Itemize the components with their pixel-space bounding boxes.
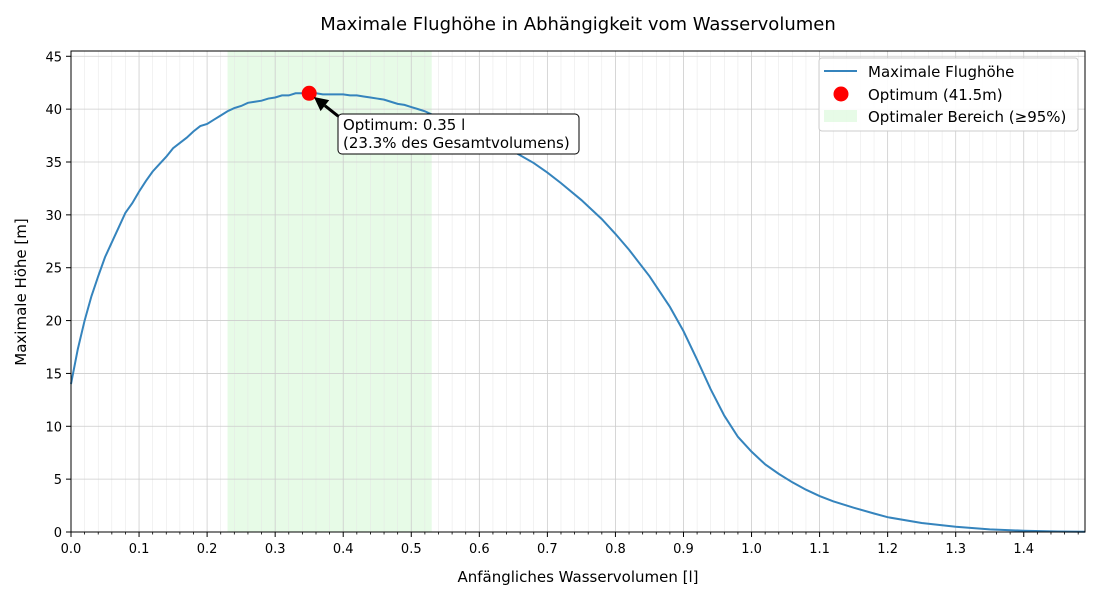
- x-tick-label: 0.7: [537, 542, 558, 557]
- x-tick-label: 0.1: [129, 542, 150, 557]
- legend-range-icon: [824, 110, 857, 122]
- y-tick-label: 40: [45, 103, 62, 118]
- legend-box: [818, 57, 1079, 132]
- x-tick-label: 1.0: [741, 542, 762, 557]
- x-tick-label: 0.9: [673, 542, 694, 557]
- chart-title: Maximale Flughöhe in Abhängigkeit vom Wa…: [320, 14, 836, 35]
- y-tick-label: 25: [45, 262, 62, 277]
- x-tick-label: 1.2: [877, 542, 898, 557]
- x-tick-label: 0.8: [605, 542, 626, 557]
- y-axis: 0 5 10 15 20 25 30 35 40 45: [45, 50, 71, 541]
- x-tick-label: 0.5: [401, 542, 422, 557]
- x-axis-label: Anfängliches Wasservolumen [l]: [458, 568, 699, 586]
- y-tick-label: 30: [45, 209, 62, 224]
- plot-frame: [70, 50, 1086, 533]
- optimum-marker: [301, 85, 317, 101]
- y-tick-label: 5: [54, 473, 62, 488]
- y-tick-label: 35: [45, 156, 62, 171]
- x-tick-label: 0.4: [333, 542, 354, 557]
- x-tick-label: 1.1: [809, 542, 830, 557]
- annotation-line-2: (23.3% des Gesamtvolumens): [343, 134, 570, 152]
- y-tick-label: 20: [45, 315, 62, 330]
- series-line-max-height: [70, 91, 1086, 533]
- legend: Maximale Flughöhe Optimum (41.5m) Optima…: [818, 57, 1079, 132]
- y-tick-label: 10: [45, 420, 62, 435]
- y-tick-label: 0: [54, 526, 62, 541]
- x-tick-label: 0.6: [469, 542, 490, 557]
- x-axis: 0.0 0.1 0.2 0.3 0.4 0.5 0.6 0.7 0.8 0.9 1.0 1.1 1.2 1…: [61, 532, 1079, 557]
- x-tick-label: 1.3: [945, 542, 966, 557]
- y-tick-label: 15: [45, 367, 62, 382]
- legend-item-range: Optimaler Bereich (≥95%): [868, 108, 1066, 126]
- x-tick-label: 0.3: [265, 542, 286, 557]
- annotation: Optimum: 0.35 l (23.3% des Gesamtvolumen…: [313, 96, 580, 155]
- y-axis-label: Maximale Höhe [m]: [12, 218, 30, 365]
- x-tick-label: 0.0: [61, 542, 82, 557]
- legend-item-series: Maximale Flughöhe: [868, 63, 1014, 81]
- annotation-arrow-head: [313, 96, 330, 112]
- x-tick-label: 1.4: [1013, 542, 1034, 557]
- annotation-arrow: [323, 104, 340, 118]
- annotation-box: [337, 113, 580, 155]
- x-tick-label: 0.2: [197, 542, 218, 557]
- y-tick-label: 45: [45, 50, 62, 65]
- legend-optimum-icon: [833, 86, 849, 102]
- annotation-line-1: Optimum: 0.35 l: [343, 116, 465, 134]
- legend-item-optimum: Optimum (41.5m): [868, 86, 1003, 104]
